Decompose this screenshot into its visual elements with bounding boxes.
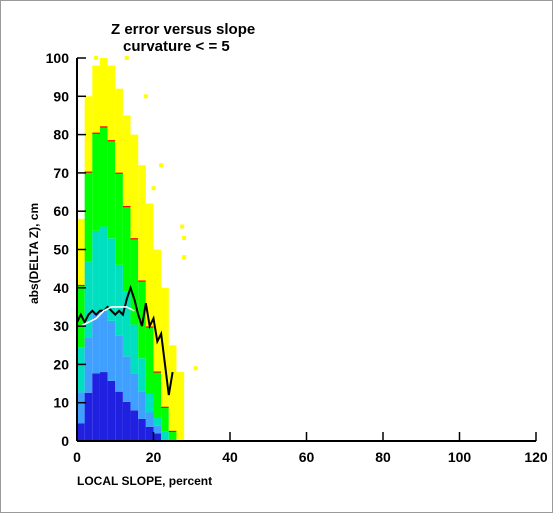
chart-subtitle: curvature < = 5	[123, 38, 230, 55]
density-cell	[84, 261, 93, 338]
density-cell	[107, 320, 116, 381]
density-cell	[99, 372, 108, 441]
density-cell	[138, 391, 146, 419]
density-cell	[84, 172, 93, 262]
density-cell	[92, 373, 100, 441]
density-cell	[107, 380, 116, 441]
density-cell	[130, 238, 139, 325]
density-cell	[176, 372, 185, 441]
density-cell	[145, 426, 154, 441]
outlier-point	[124, 56, 129, 60]
chart-title: Z error versus slope	[111, 21, 255, 38]
x-axis-label: LOCAL SLOPE, percent	[77, 474, 212, 488]
line-layer	[76, 284, 174, 396]
density-cell	[115, 173, 123, 265]
density-cell	[153, 425, 162, 434]
outlier-point	[180, 224, 185, 229]
density-cell	[92, 65, 100, 134]
density-cell	[115, 264, 123, 336]
density-cell	[130, 324, 139, 374]
density-cell	[145, 412, 154, 427]
density-cell	[99, 226, 108, 311]
outlier-point	[182, 236, 187, 241]
y-tick-label: 40	[53, 280, 69, 296]
outlier-point	[182, 255, 187, 260]
y-tick-label: 0	[61, 433, 69, 449]
density-cell	[138, 358, 146, 392]
density-cell	[84, 337, 93, 393]
density-cell	[122, 356, 131, 402]
density-cell	[99, 126, 108, 227]
density-cell	[92, 313, 100, 374]
y-tick-label: 80	[53, 127, 69, 143]
density-cell	[92, 133, 100, 231]
density-cell	[84, 392, 93, 441]
density-cell	[122, 115, 131, 207]
density-cell	[138, 418, 146, 441]
x-tick-label: 20	[146, 449, 162, 465]
y-tick-label: 20	[53, 356, 69, 372]
density-cell	[115, 335, 123, 392]
density-cell	[145, 327, 154, 394]
x-tick-label: 60	[299, 449, 315, 465]
y-tick-label: 70	[53, 165, 69, 181]
density-cell	[153, 418, 162, 426]
density-cell	[92, 230, 100, 314]
outlier-point	[143, 94, 148, 99]
median-line	[80, 306, 135, 327]
outlier-point	[94, 56, 99, 60]
y-tick-label: 90	[53, 88, 69, 104]
density-cell	[161, 287, 169, 408]
outlier-point	[151, 186, 156, 191]
density-cell	[130, 410, 139, 441]
density-cell	[130, 134, 139, 239]
density-cell	[145, 203, 154, 328]
density-cell	[161, 407, 169, 432]
density-cell	[122, 401, 131, 441]
density-cell	[168, 345, 177, 432]
density-cell	[153, 433, 162, 441]
density-cell	[77, 392, 85, 424]
density-cell	[145, 393, 154, 413]
y-tick-label: 10	[53, 395, 69, 411]
x-ticks: 0 20 40 60 80 100 120	[73, 432, 548, 465]
density-cell	[138, 281, 146, 359]
density-cell	[77, 423, 85, 441]
density-cell	[77, 218, 85, 286]
y-tick-label: 50	[53, 242, 69, 258]
outlier-point	[193, 366, 198, 371]
density-cell	[107, 238, 116, 321]
x-tick-label: 120	[524, 449, 548, 465]
density-cell	[130, 373, 139, 411]
outlier-point	[166, 366, 171, 371]
y-ticks: 0 10 20 30 40 50 60 70 80 90 100	[46, 50, 86, 449]
density-cell	[99, 310, 108, 373]
density-cell	[122, 291, 131, 357]
y-axis-label: abs(DELTA Z), cm	[27, 203, 41, 304]
y-tick-label: 60	[53, 203, 69, 219]
density-cell	[115, 391, 123, 441]
outlier-point	[159, 163, 164, 168]
y-tick-label: 100	[46, 50, 70, 66]
density-cell	[153, 372, 162, 419]
density-cell	[107, 140, 116, 239]
density-cell	[153, 249, 162, 373]
density-cell	[138, 165, 146, 282]
density-cell	[77, 347, 85, 393]
y-tick-label: 30	[53, 318, 69, 334]
density-cell	[84, 96, 93, 173]
x-tick-label: 0	[73, 449, 81, 465]
density-cell	[168, 431, 177, 441]
x-tick-label: 80	[375, 449, 391, 465]
density-cell	[99, 58, 108, 127]
density-layer	[77, 58, 185, 442]
density-cell	[115, 88, 123, 174]
x-tick-label: 40	[222, 449, 238, 465]
density-cell	[122, 206, 131, 292]
density-cell	[107, 65, 116, 141]
x-tick-label: 100	[448, 449, 472, 465]
density-cell	[161, 431, 169, 441]
